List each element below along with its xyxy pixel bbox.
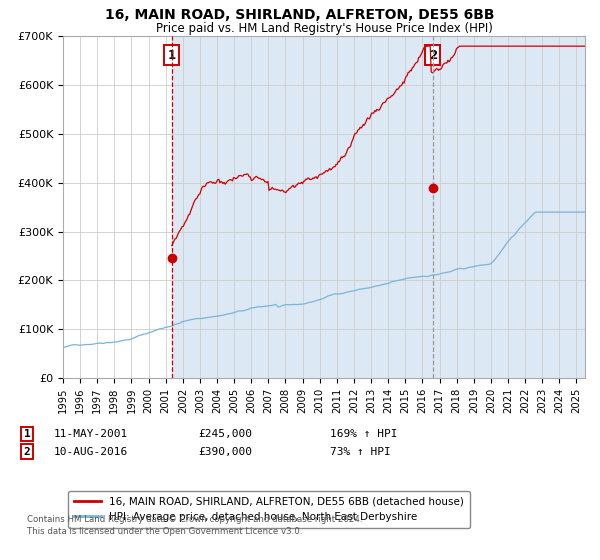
- Text: 169% ↑ HPI: 169% ↑ HPI: [330, 429, 398, 439]
- Text: 16, MAIN ROAD, SHIRLAND, ALFRETON, DE55 6BB: 16, MAIN ROAD, SHIRLAND, ALFRETON, DE55 …: [105, 8, 495, 22]
- Legend: 16, MAIN ROAD, SHIRLAND, ALFRETON, DE55 6BB (detached house), HPI: Average price: 16, MAIN ROAD, SHIRLAND, ALFRETON, DE55 …: [68, 491, 470, 528]
- Text: £390,000: £390,000: [198, 447, 252, 457]
- Text: 2: 2: [23, 447, 31, 457]
- Text: Contains HM Land Registry data © Crown copyright and database right 2024.: Contains HM Land Registry data © Crown c…: [27, 515, 362, 524]
- Text: £245,000: £245,000: [198, 429, 252, 439]
- Text: 73% ↑ HPI: 73% ↑ HPI: [330, 447, 391, 457]
- Text: 1: 1: [168, 49, 176, 62]
- Text: This data is licensed under the Open Government Licence v3.0.: This data is licensed under the Open Gov…: [27, 528, 302, 536]
- Title: Price paid vs. HM Land Registry's House Price Index (HPI): Price paid vs. HM Land Registry's House …: [155, 22, 493, 35]
- Text: 10-AUG-2016: 10-AUG-2016: [54, 447, 128, 457]
- Text: 2: 2: [429, 49, 437, 62]
- Text: 1: 1: [23, 429, 31, 439]
- Text: 11-MAY-2001: 11-MAY-2001: [54, 429, 128, 439]
- Bar: [172, 36, 585, 378]
